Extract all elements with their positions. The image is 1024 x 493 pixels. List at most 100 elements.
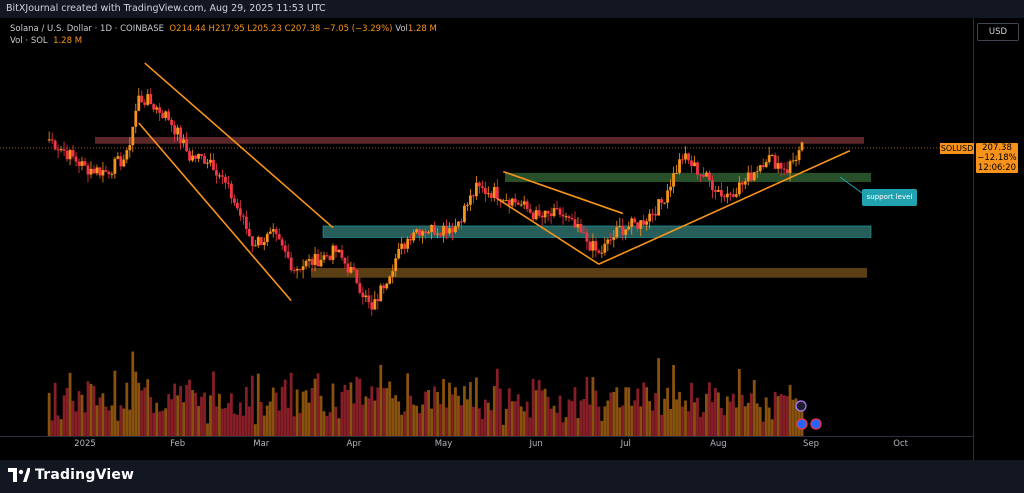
candle-body <box>558 208 562 215</box>
volume-bar <box>56 415 60 436</box>
candle-body <box>421 231 425 236</box>
candle-body <box>206 162 209 164</box>
candle-body <box>74 156 78 162</box>
candle-body <box>229 183 233 199</box>
volume-bar <box>696 397 699 436</box>
volume-bar <box>466 399 469 436</box>
volume-bar <box>149 397 153 436</box>
volume-bar <box>567 399 571 436</box>
x-tick-label: Mar <box>253 439 270 449</box>
candle-body <box>469 195 472 205</box>
volume-bar <box>436 391 439 436</box>
zone-support-low <box>311 267 867 278</box>
volume-bar <box>510 401 514 436</box>
volume-bar <box>684 400 687 436</box>
candle-body <box>477 182 481 187</box>
candle-body <box>122 159 126 167</box>
volume-bar <box>119 405 123 436</box>
candle-body <box>693 162 696 167</box>
volume-bar <box>570 401 574 436</box>
candle-body <box>773 155 777 169</box>
volume-bar <box>271 387 275 436</box>
candle-body <box>403 243 407 249</box>
volume-bar <box>262 415 266 436</box>
candle-body <box>143 102 147 105</box>
volume-bar <box>797 402 801 436</box>
candle-body <box>582 232 586 234</box>
volume-bar <box>755 403 759 436</box>
candle-body <box>734 194 738 197</box>
volume-bar <box>173 383 177 436</box>
x-tick-label: Jul <box>620 439 631 449</box>
candle-body <box>313 253 317 265</box>
volume-bar <box>358 378 362 436</box>
symbol-legend[interactable]: Solana / U.S. Dollar · 1D · COINBASE O21… <box>10 24 437 34</box>
candle-body <box>322 255 326 260</box>
chart-canvas[interactable]: 300.00260.00230.00200.00170.00150.00135.… <box>0 0 974 460</box>
candle-body <box>89 168 93 175</box>
volume-bar <box>283 379 287 436</box>
volume-bar <box>373 400 377 436</box>
volume-bar <box>648 401 652 436</box>
volume-bar <box>92 385 96 436</box>
volume-bar <box>669 408 672 436</box>
volume-bar <box>355 376 359 436</box>
candle-body <box>504 200 508 202</box>
volume-bar <box>301 391 305 436</box>
candle-body <box>466 204 469 206</box>
volume-bar <box>409 395 413 436</box>
candle-body <box>797 150 801 161</box>
volume-bar <box>224 408 227 436</box>
candle-body <box>173 125 177 135</box>
volume-bar <box>167 394 171 436</box>
candle-body <box>516 202 520 205</box>
candle-body <box>785 169 789 173</box>
volume-bar <box>212 371 215 436</box>
volume-bar <box>95 405 99 436</box>
candle-body <box>50 139 54 141</box>
candle-body <box>594 241 598 251</box>
volume-bar <box>62 395 66 436</box>
volume-legend[interactable]: Vol · SOL 1.28 M <box>10 36 82 46</box>
candle-body <box>241 215 245 217</box>
candle-body <box>77 161 81 166</box>
volume-bar <box>442 379 445 436</box>
candle-body <box>719 190 723 197</box>
candle-body <box>702 174 705 177</box>
candle-body <box>191 155 194 161</box>
candle-body <box>212 159 215 170</box>
volume-bar <box>164 408 168 436</box>
candle-body <box>705 172 708 177</box>
volume-bar <box>77 391 81 436</box>
volume-bar <box>325 415 329 436</box>
symbol-title: Solana / U.S. Dollar · 1D · COINBASE <box>10 24 164 34</box>
candle-body <box>224 176 227 183</box>
candle-body <box>253 245 257 247</box>
volume-bar <box>316 373 320 436</box>
volume-bar <box>268 401 272 436</box>
candle-body <box>758 165 762 172</box>
support-level-annotation[interactable]: support level <box>862 189 917 206</box>
candle-body <box>277 234 281 240</box>
candle-body <box>235 202 239 209</box>
currency-button[interactable]: USD <box>977 23 1019 41</box>
candle-body <box>696 162 699 175</box>
volume-bar <box>576 418 580 436</box>
candle-body <box>585 232 589 242</box>
candle-body <box>170 119 174 126</box>
volume-bar <box>504 408 508 436</box>
candle-body <box>728 193 732 195</box>
candle-body <box>265 233 269 243</box>
candle-body <box>385 283 389 289</box>
candle-body <box>355 269 359 284</box>
candle-body <box>776 163 780 169</box>
candle-body <box>53 140 57 150</box>
volume-bar <box>519 406 523 436</box>
candle-body <box>457 221 460 227</box>
volume-bar <box>179 386 183 436</box>
volume-bar <box>361 404 365 436</box>
tradingview-logo[interactable]: TradingView <box>8 465 134 485</box>
candle-body <box>657 199 661 216</box>
candle-body <box>711 180 714 191</box>
volume-bar <box>579 400 583 436</box>
